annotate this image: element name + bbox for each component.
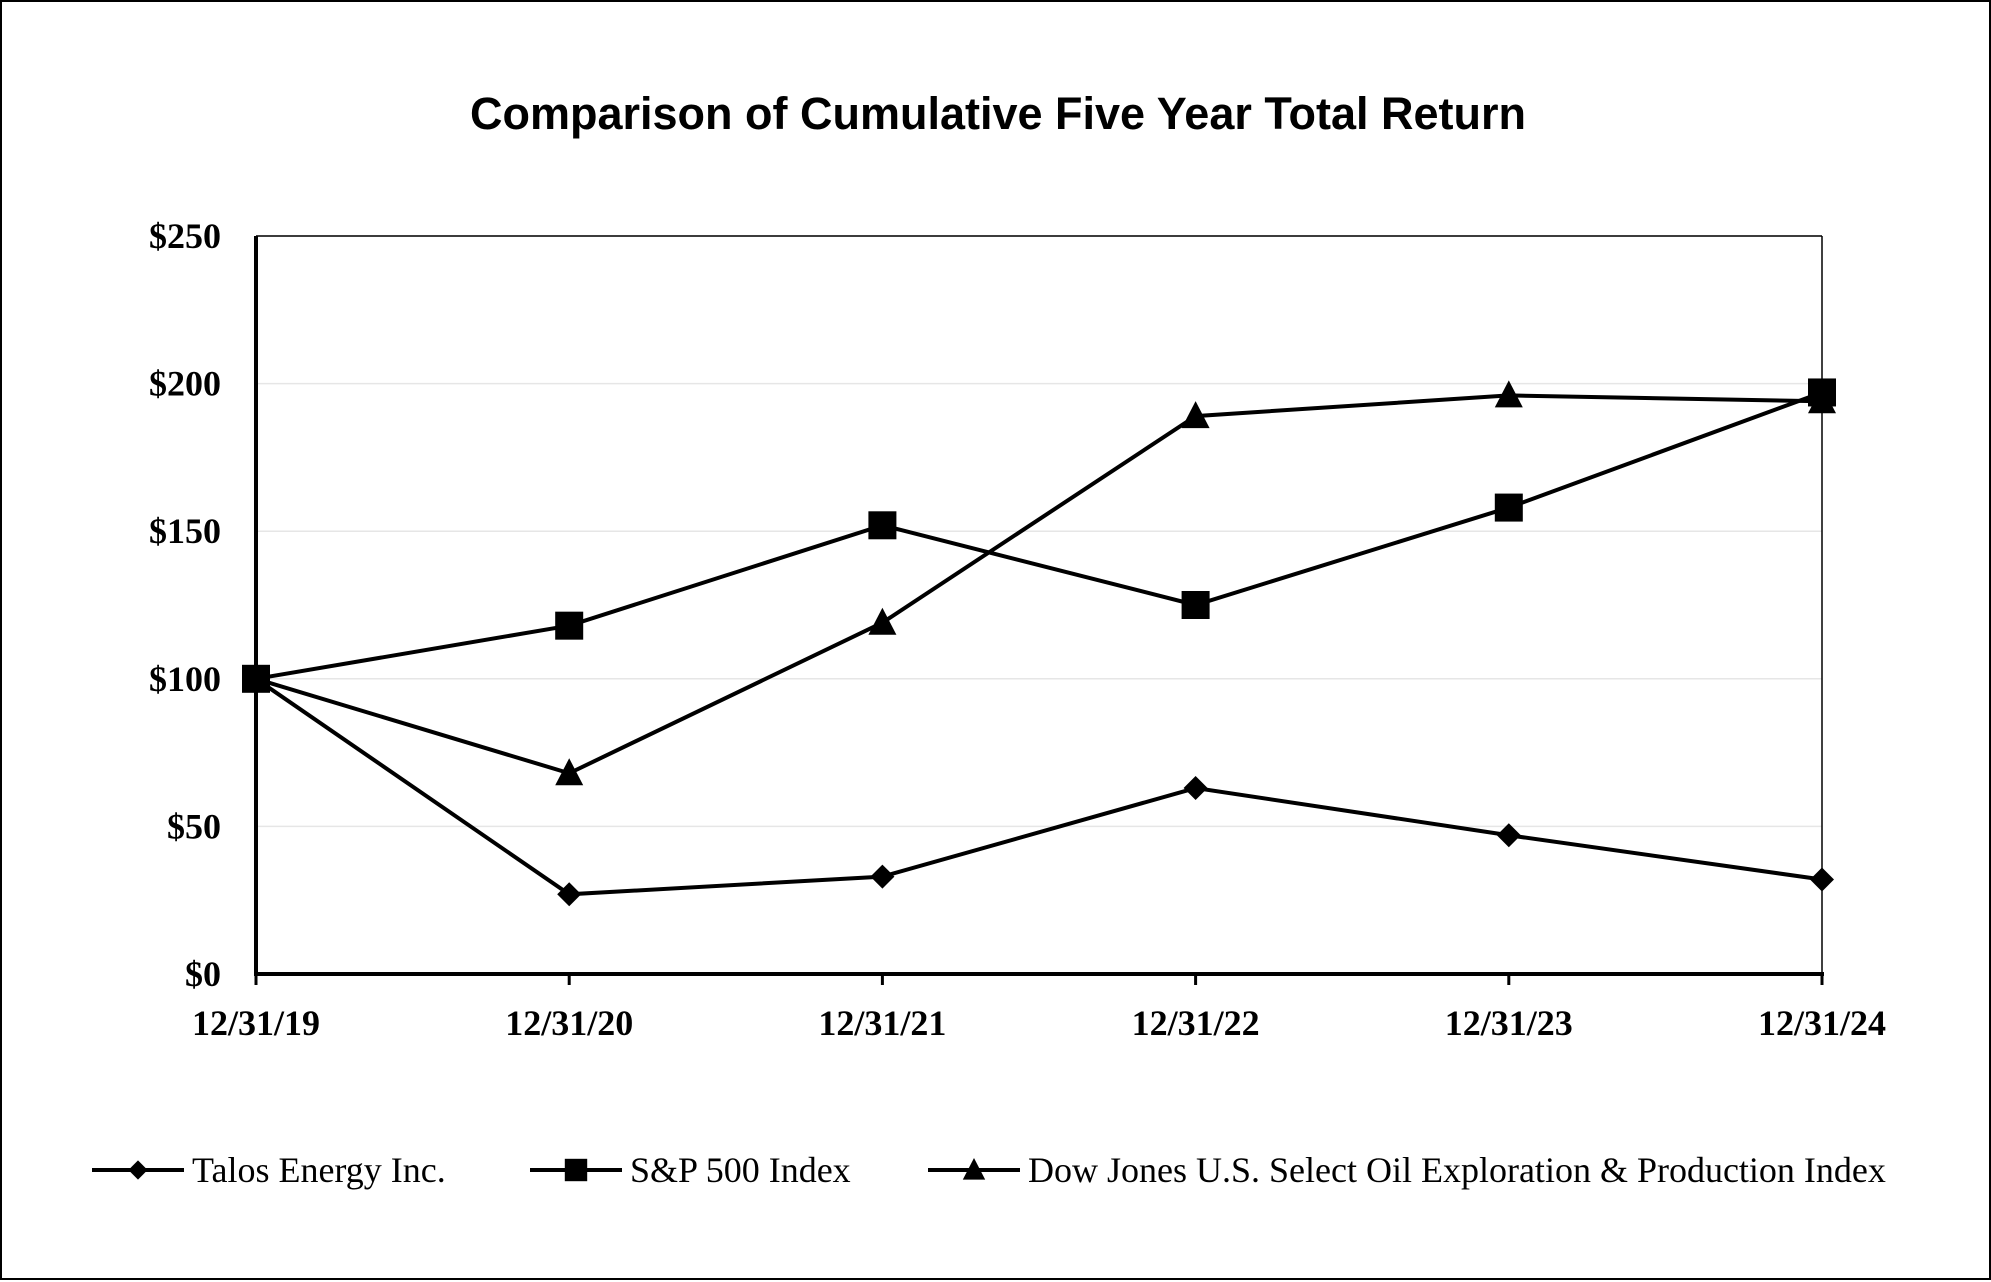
series-0-point-1 xyxy=(557,882,582,907)
legend-label-1: S&P 500 Index xyxy=(630,1150,851,1190)
series-0-point-5 xyxy=(1810,867,1834,892)
y-tick-label-4: $200 xyxy=(149,364,221,404)
x-tick-label-2: 12/31/21 xyxy=(818,1003,946,1043)
y-tick-label-2: $100 xyxy=(149,659,221,699)
x-tick-label-3: 12/31/22 xyxy=(1132,1003,1260,1043)
chart-title: Comparison of Cumulative Five Year Total… xyxy=(470,88,1526,139)
series-0-point-3 xyxy=(1183,776,1208,801)
series-0-point-4 xyxy=(1496,823,1521,848)
series-1-point-4 xyxy=(1494,493,1523,522)
series-2-point-1 xyxy=(555,758,584,786)
series-1-point-2 xyxy=(868,511,897,540)
series-line-1 xyxy=(255,390,1823,681)
axes xyxy=(254,235,1824,985)
series-1-point-1 xyxy=(555,611,584,640)
legend-label-0: Talos Energy Inc. xyxy=(192,1150,446,1190)
x-tick-label-5: 12/31/24 xyxy=(1758,1003,1886,1043)
x-tick-label-4: 12/31/23 xyxy=(1445,1003,1573,1043)
series-0-point-2 xyxy=(870,864,895,889)
grid-lines xyxy=(256,235,1822,828)
y-tick-label-3: $150 xyxy=(149,511,221,551)
series-2-point-3 xyxy=(1181,401,1210,429)
series-group xyxy=(242,378,1836,907)
x-tick-labels: 12/31/19 12/31/20 12/31/21 12/31/22 12/31/23… xyxy=(192,1003,1886,1043)
y-tick-label-0: $0 xyxy=(185,954,221,994)
series-2-point-5 xyxy=(1808,386,1836,414)
legend-marker-1 xyxy=(564,1158,588,1182)
legend: Talos Energy Inc. S&P 500 Index Dow Jones … xyxy=(92,1150,1886,1190)
series-1-point-3 xyxy=(1181,591,1210,619)
y-tick-label-1: $50 xyxy=(167,806,221,846)
legend-label-2: Dow Jones U.S. Select Oil Exploration & … xyxy=(1028,1150,1886,1190)
x-tick-label-1: 12/31/20 xyxy=(505,1003,633,1043)
series-2-point-2 xyxy=(868,607,897,635)
series-2-point-4 xyxy=(1494,380,1523,408)
series-2-point-0 xyxy=(242,663,270,691)
series-line-2 xyxy=(255,393,1823,776)
legend-marker-2 xyxy=(962,1158,986,1180)
legend-marker-0 xyxy=(128,1160,148,1180)
y-tick-labels: $0 $50 $100 $150 $200 $250 xyxy=(149,216,221,994)
series-line-0 xyxy=(254,677,1823,897)
y-tick-label-5: $250 xyxy=(149,216,221,256)
x-tick-label-0: 12/31/19 xyxy=(192,1003,320,1043)
